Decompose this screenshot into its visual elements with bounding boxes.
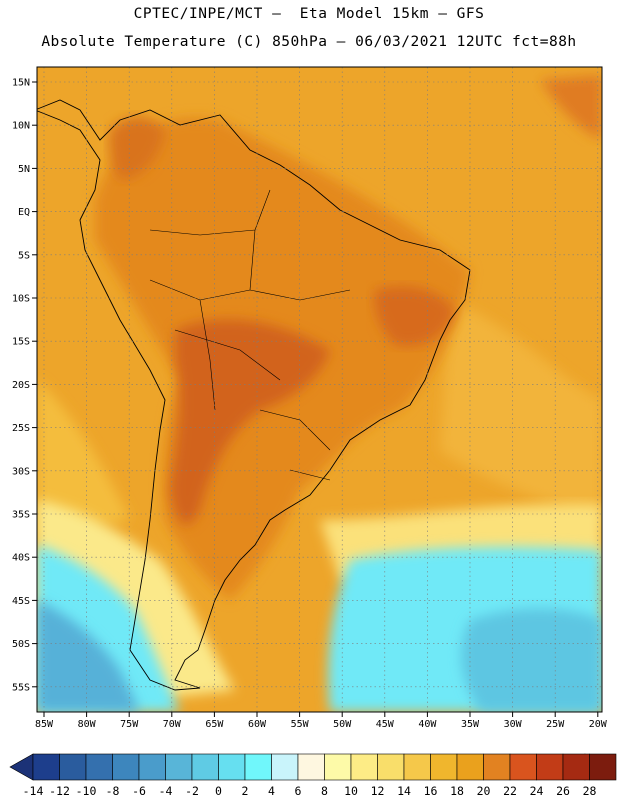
lon-label: 85W xyxy=(35,719,54,730)
colorbar-label: 6 xyxy=(295,784,302,798)
colorbar-label: 14 xyxy=(397,784,411,798)
lat-label: 15N xyxy=(12,78,30,89)
colorbar-swatch xyxy=(244,753,272,781)
lat-label: 15S xyxy=(12,337,30,348)
colorbar-label: -6 xyxy=(132,784,146,798)
lat-label: 10N xyxy=(12,121,30,132)
latitude-labels: 15N 10N 5N EQ 5S 10S 15S 20S 25S 30S 35S 40S 45S 50S 5… xyxy=(12,78,37,693)
lat-label: 5N xyxy=(18,164,30,175)
map-frame xyxy=(36,66,603,713)
colorbar-label: 16 xyxy=(424,784,438,798)
colorbar-label: -12 xyxy=(49,784,70,798)
colorbar-label: -10 xyxy=(76,784,97,798)
lon-label: 55W xyxy=(291,719,310,730)
colorbar-label: 24 xyxy=(530,784,544,798)
lon-label: 80W xyxy=(78,719,97,730)
lon-label: 60W xyxy=(248,719,267,730)
field-ne-warm xyxy=(374,286,455,347)
lat-label: 10S xyxy=(12,294,30,305)
colorbar-swatch xyxy=(377,753,405,781)
colorbar-swatch xyxy=(297,753,325,781)
colorbar-label: -2 xyxy=(185,784,199,798)
colorbar-swatch xyxy=(350,753,378,781)
colorbar-swatch xyxy=(271,753,299,781)
colorbar-left-arrow xyxy=(9,753,34,781)
colorbar-swatch xyxy=(483,753,511,781)
colorbar-swatch xyxy=(191,753,219,781)
colorbar-swatch xyxy=(218,753,246,781)
field-atlantic-warm xyxy=(540,75,602,140)
lat-label: 30S xyxy=(12,466,30,477)
colorbar-swatch xyxy=(32,753,60,781)
colorbar-swatch xyxy=(138,753,166,781)
colorbar-label: 12 xyxy=(371,784,385,798)
country-borders xyxy=(149,189,351,481)
lat-label: 25S xyxy=(12,423,30,434)
lat-label: 45S xyxy=(12,596,30,607)
temperature-field xyxy=(37,67,602,712)
lon-label: 65W xyxy=(205,719,224,730)
colorbar-swatch xyxy=(59,753,87,781)
colorbar-label: 26 xyxy=(556,784,570,798)
colorbar-swatch xyxy=(536,753,564,781)
colorbar-label: -14 xyxy=(23,784,44,798)
colorbar-label: 0 xyxy=(215,784,222,798)
field-warm-core xyxy=(170,319,330,525)
lat-label: 5S xyxy=(18,250,30,261)
field-pacific-deep-cold xyxy=(37,600,140,712)
lon-label: 75W xyxy=(120,719,139,730)
lon-label: 30W xyxy=(504,719,523,730)
chart-subtitle: Absolute Temperature (C) 850hPa – 06/03/… xyxy=(41,34,577,50)
lon-label: 20W xyxy=(589,719,608,730)
lat-label: EQ xyxy=(18,207,30,218)
lon-label: 35W xyxy=(461,719,480,730)
lon-label: 25W xyxy=(546,719,565,730)
field-ocean-band xyxy=(440,300,602,520)
colorbar-swatch xyxy=(324,753,352,781)
colorbar-swatch xyxy=(85,753,113,781)
colorbar-swatch xyxy=(165,753,193,781)
lat-label: 55S xyxy=(12,682,30,693)
colorbar-label: 10 xyxy=(344,784,358,798)
colorbar-label: 18 xyxy=(450,784,464,798)
lon-label: 50W xyxy=(333,719,352,730)
field-nw-warm xyxy=(109,116,165,180)
colorbar-swatch xyxy=(403,753,431,781)
lat-label: 20S xyxy=(12,380,30,391)
longitude-labels: 85W 80W 75W 70W 65W 60W 55W 50W 45W 40W 35W 30W 25W 2… xyxy=(35,712,608,730)
colorbar-swatch xyxy=(509,753,537,781)
field-pacific-band xyxy=(37,380,130,540)
colorbar-label: 28 xyxy=(583,784,597,798)
lat-label: 50S xyxy=(12,639,30,650)
colorbar-label: -8 xyxy=(106,784,120,798)
colorbar-label: 4 xyxy=(268,784,275,798)
field-atlantic-deep-cold xyxy=(461,608,602,712)
colorbar-swatch xyxy=(562,753,590,781)
colorbar-swatch xyxy=(112,753,140,781)
lat-label: 35S xyxy=(12,510,30,521)
colorbar-label: 8 xyxy=(321,784,328,798)
colorbar-swatch xyxy=(589,753,617,781)
chart-title: CPTEC/INPE/MCT – Eta Model 15km – GFS xyxy=(133,6,485,22)
colorbar-label: 22 xyxy=(503,784,517,798)
colorbar-label: 20 xyxy=(477,784,491,798)
lon-label: 40W xyxy=(418,719,437,730)
colorbar-swatch xyxy=(430,753,458,781)
colorbar-label: -4 xyxy=(159,784,173,798)
colorbar: -14 -12 -10 -8 -6 -4 -2 0 2 4 6 8 10 12 14 16 18 20 22 24 26… xyxy=(9,753,617,798)
lon-label: 45W xyxy=(376,719,395,730)
lat-label: 40S xyxy=(12,553,30,564)
colorbar-label: 2 xyxy=(242,784,249,798)
colorbar-swatch xyxy=(456,753,484,781)
lon-label: 70W xyxy=(163,719,182,730)
